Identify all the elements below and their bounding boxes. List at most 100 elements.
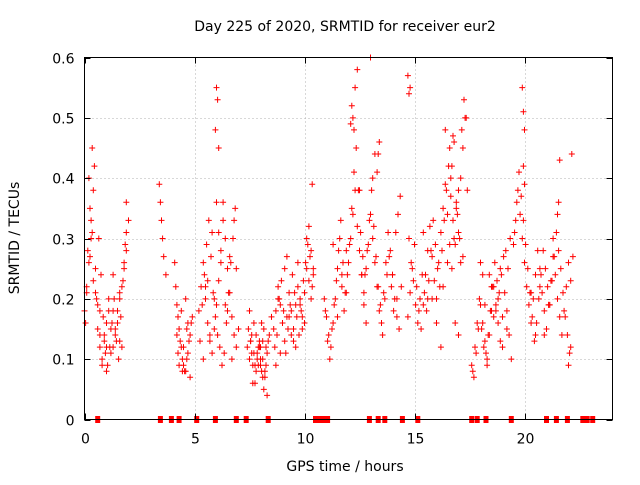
data-point xyxy=(259,374,266,381)
data-point xyxy=(217,259,224,266)
data-point xyxy=(160,253,167,260)
data-point xyxy=(215,145,222,151)
data-point xyxy=(172,283,179,290)
data-point xyxy=(456,235,463,242)
data-point xyxy=(274,332,280,339)
data-point xyxy=(299,313,306,320)
data-point xyxy=(551,253,558,260)
data-point xyxy=(330,319,337,326)
data-point xyxy=(393,295,400,302)
data-point xyxy=(525,301,532,308)
data-point xyxy=(443,187,450,194)
data-point xyxy=(444,259,451,266)
data-point xyxy=(95,235,102,242)
data-point xyxy=(434,265,441,272)
data-point xyxy=(285,326,291,332)
data-point xyxy=(472,344,478,351)
data-point xyxy=(228,356,235,363)
data-point xyxy=(435,259,442,266)
data-point xyxy=(533,319,540,326)
data-point xyxy=(223,319,230,326)
data-point xyxy=(187,332,194,339)
data-point xyxy=(88,217,95,224)
data-point xyxy=(450,217,456,224)
data-point xyxy=(356,187,363,194)
data-point xyxy=(235,326,242,332)
data-point xyxy=(323,313,330,320)
data-point xyxy=(250,319,257,326)
data-point xyxy=(217,247,224,254)
data-point xyxy=(485,332,492,339)
data-point xyxy=(264,350,271,357)
y-tick-label: 0.3 xyxy=(52,233,74,249)
data-point xyxy=(562,313,569,320)
data-point xyxy=(354,223,361,230)
data-point xyxy=(351,126,357,133)
data-point xyxy=(481,301,488,308)
data-point xyxy=(226,253,233,260)
data-point xyxy=(178,307,185,314)
data-point xyxy=(94,326,101,332)
data-point xyxy=(199,301,206,308)
data-point xyxy=(521,126,528,133)
data-point xyxy=(344,271,351,278)
data-point xyxy=(505,265,511,272)
data-point xyxy=(556,157,563,164)
data-point xyxy=(359,253,366,260)
data-point xyxy=(222,235,229,242)
data-point xyxy=(396,326,403,332)
data-point xyxy=(538,271,544,278)
data-point xyxy=(310,271,317,278)
y-tick-label: 0.2 xyxy=(52,293,74,309)
data-point xyxy=(277,350,284,357)
data-point xyxy=(497,338,504,345)
data-point xyxy=(246,307,253,314)
data-point xyxy=(338,271,345,278)
data-point xyxy=(123,247,130,254)
data-point xyxy=(334,265,341,272)
data-point xyxy=(121,265,128,272)
data-point xyxy=(519,235,526,242)
data-point xyxy=(304,241,311,248)
data-point xyxy=(326,356,333,363)
data-point xyxy=(496,289,503,296)
data-point xyxy=(112,332,119,339)
data-point xyxy=(468,362,475,369)
data-point xyxy=(541,332,548,339)
data-point xyxy=(333,277,340,284)
data-point xyxy=(301,319,308,326)
x-tick-label: 0 xyxy=(81,432,90,448)
data-point xyxy=(389,271,396,278)
data-point xyxy=(511,229,518,236)
data-point xyxy=(85,259,92,266)
data-point xyxy=(281,338,288,345)
data-point xyxy=(523,283,530,290)
data-point xyxy=(552,271,559,278)
data-point xyxy=(211,295,218,302)
data-point xyxy=(294,259,301,266)
data-point xyxy=(469,368,476,375)
data-point xyxy=(215,229,222,236)
data-point xyxy=(519,84,526,91)
data-point xyxy=(491,259,498,266)
data-point xyxy=(430,217,437,224)
data-point xyxy=(253,332,260,339)
data-point xyxy=(437,344,444,351)
data-point xyxy=(377,301,384,308)
data-point xyxy=(513,199,520,206)
data-point xyxy=(184,350,191,357)
data-point xyxy=(214,332,221,339)
data-point xyxy=(459,253,466,260)
data-point xyxy=(395,211,401,218)
data-point xyxy=(90,187,97,194)
data-point xyxy=(417,295,423,302)
data-point xyxy=(281,265,288,272)
data-point xyxy=(209,229,216,236)
data-point xyxy=(414,319,421,326)
data-point xyxy=(524,265,531,272)
data-point xyxy=(381,295,388,302)
data-point xyxy=(433,319,440,326)
data-point xyxy=(176,362,183,369)
data-point xyxy=(109,319,115,326)
